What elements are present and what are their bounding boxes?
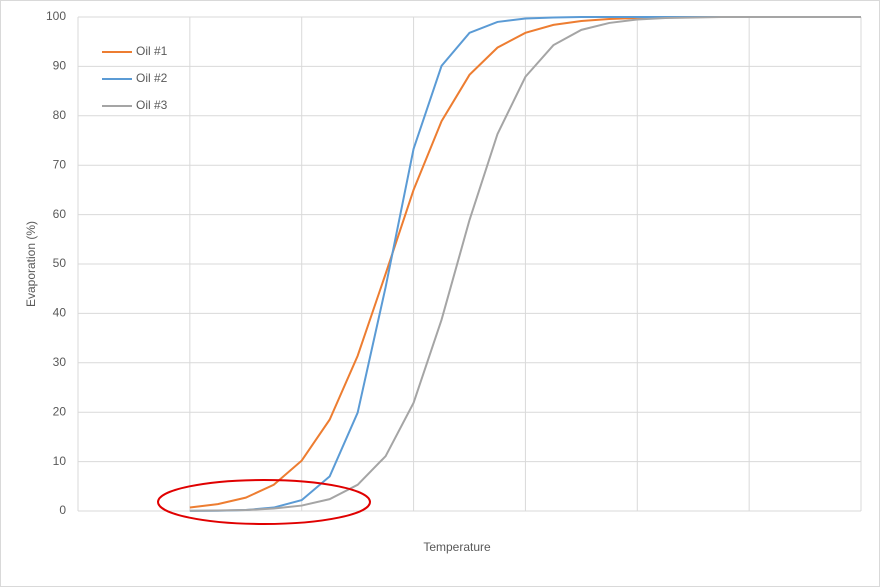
y-tick-label: 80 bbox=[53, 108, 67, 122]
y-axis-label: Evaporation (%) bbox=[24, 221, 38, 307]
y-tick-label: 0 bbox=[59, 503, 66, 517]
x-axis-label: Temperature bbox=[423, 540, 491, 554]
line-series bbox=[189, 16, 861, 512]
y-tick-label: 30 bbox=[53, 355, 67, 369]
legend-label: Oil #3 bbox=[136, 98, 168, 112]
y-tick-label: 60 bbox=[53, 207, 67, 221]
y-tick-label: 100 bbox=[46, 9, 66, 23]
y-tick-label: 40 bbox=[53, 306, 67, 320]
y-tick-label: 70 bbox=[53, 157, 67, 171]
y-tick-label: 10 bbox=[53, 454, 67, 468]
highlight-ellipse bbox=[157, 479, 371, 525]
plot-area: 0 10 20 30 40 50 60 70 80 90 100 Oil #1 Oil #2 Oil #3 bbox=[46, 9, 862, 517]
legend-label: Oil #1 bbox=[136, 44, 168, 58]
y-tick-label: 20 bbox=[53, 404, 67, 418]
y-tick-label: 50 bbox=[53, 256, 67, 270]
legend-label: Oil #2 bbox=[136, 71, 168, 85]
y-tick-label: 90 bbox=[53, 59, 67, 73]
